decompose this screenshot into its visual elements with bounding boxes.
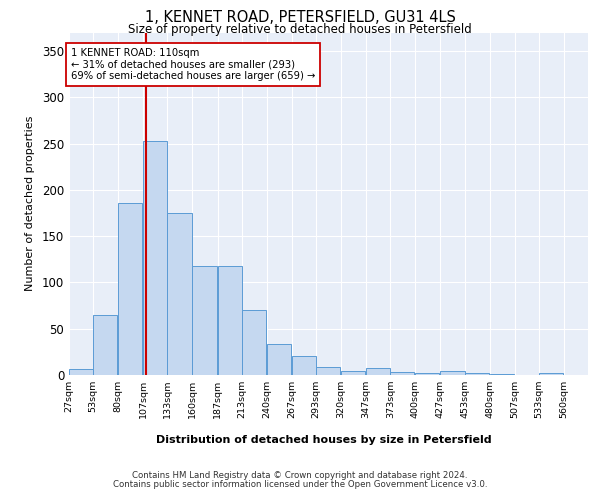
Bar — [193, 266, 217, 375]
Bar — [267, 344, 291, 375]
Y-axis label: Number of detached properties: Number of detached properties — [25, 116, 35, 292]
Bar — [440, 372, 464, 375]
Text: Contains HM Land Registry data © Crown copyright and database right 2024.: Contains HM Land Registry data © Crown c… — [132, 471, 468, 480]
Text: Distribution of detached houses by size in Petersfield: Distribution of detached houses by size … — [156, 435, 492, 445]
Bar — [143, 141, 167, 375]
Bar — [167, 213, 191, 375]
Bar — [539, 373, 563, 375]
Bar — [415, 373, 439, 375]
Bar — [366, 368, 390, 375]
Text: 1, KENNET ROAD, PETERSFIELD, GU31 4LS: 1, KENNET ROAD, PETERSFIELD, GU31 4LS — [145, 10, 455, 25]
Bar — [69, 368, 93, 375]
Bar — [292, 356, 316, 375]
Bar — [341, 372, 365, 375]
Text: 1 KENNET ROAD: 110sqm
← 31% of detached houses are smaller (293)
69% of semi-det: 1 KENNET ROAD: 110sqm ← 31% of detached … — [71, 48, 315, 81]
Bar — [390, 372, 415, 375]
Bar — [93, 315, 117, 375]
Bar — [242, 310, 266, 375]
Bar — [118, 203, 142, 375]
Bar — [464, 373, 488, 375]
Bar — [490, 374, 514, 375]
Bar — [218, 266, 242, 375]
Text: Contains public sector information licensed under the Open Government Licence v3: Contains public sector information licen… — [113, 480, 487, 489]
Text: Size of property relative to detached houses in Petersfield: Size of property relative to detached ho… — [128, 22, 472, 36]
Bar — [316, 366, 340, 375]
